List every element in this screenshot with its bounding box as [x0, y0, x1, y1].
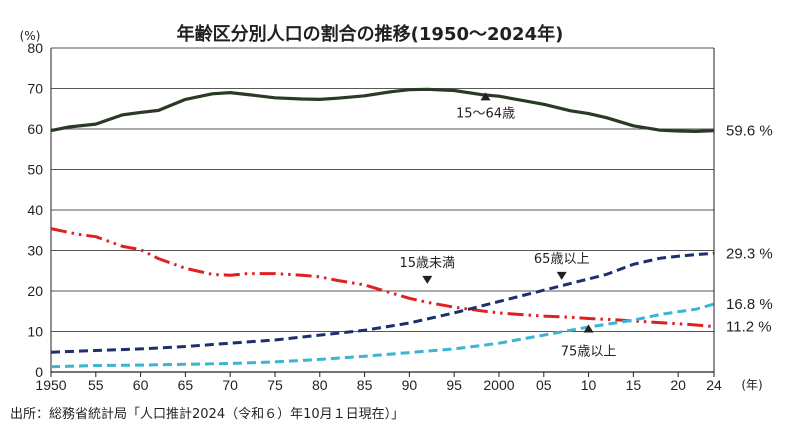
x-tick-label-95: 95 [446, 377, 462, 393]
y-tick-label-30: 30 [27, 243, 43, 259]
x-tick-label-1950: 1950 [35, 377, 66, 393]
x-axis-unit: (年) [741, 378, 762, 392]
series-75-plus-pointer [583, 324, 594, 333]
chart-title: 年齢区分別人口の割合の推移(1950〜2024年) [177, 23, 564, 45]
x-tick-label-20: 20 [670, 377, 686, 393]
series-under-15-end-label: 11.2 % [726, 319, 772, 336]
series-65-plus-end-label: 29.3 % [726, 245, 773, 262]
series-under-15-pointer [422, 275, 433, 284]
y-axis-unit: (%) [20, 29, 41, 43]
source-note: 出所：総務省統計局「人口推計2024（令和６）年10月１日現在）」 [10, 406, 404, 422]
series-lines [50, 87, 715, 369]
x-tick-label-55: 55 [88, 377, 104, 393]
x-tick-label-80: 80 [312, 377, 328, 393]
x-tick-label-05: 05 [536, 377, 552, 393]
series-65-plus-pointer [556, 271, 567, 280]
y-tick-label-40: 40 [27, 202, 43, 218]
x-tick-label-24: 24 [706, 377, 722, 393]
x-tick-label-90: 90 [402, 377, 418, 393]
x-tick-label-60: 60 [133, 377, 149, 393]
x-tick-label-15: 15 [626, 377, 642, 393]
y-tick-label-60: 60 [27, 121, 43, 137]
series-under-15-line [50, 227, 715, 329]
y-tick-label-50: 50 [27, 162, 43, 178]
series-labels: 59.6 % 11.2 % 29.3 % 16.8 % 15〜64歳 15歳未満 65歳以上… [400, 92, 773, 359]
series-15-64-pointer [480, 92, 491, 101]
x-tick-label-75: 75 [267, 377, 283, 393]
series-75-plus-line [50, 302, 715, 369]
x-tick-label-65: 65 [178, 377, 194, 393]
series-under-15-name-label: 15歳未満 [400, 256, 456, 271]
x-tick-label-70: 70 [222, 377, 238, 393]
series-15-64-end-label: 59.6 % [726, 123, 773, 140]
series-65-plus-name-label: 65歳以上 [534, 252, 590, 267]
y-tick-label-80: 80 [27, 40, 43, 56]
series-75-plus-end-label: 16.8 % [726, 296, 773, 313]
x-tick-label-85: 85 [357, 377, 373, 393]
y-tick-label-20: 20 [27, 283, 43, 299]
y-tick-label-10: 10 [27, 324, 43, 340]
gridlines [50, 47, 715, 373]
x-tick-label-10: 10 [581, 377, 597, 393]
axis-ticks: 0 10 20 30 40 50 60 70 80 1950 55 60 65 70 75 80 85 90 95 2… [27, 40, 722, 393]
series-75-plus-name-label: 75歳以上 [561, 344, 617, 359]
series-15-64-line [50, 87, 715, 133]
y-tick-label-0: 0 [35, 364, 43, 380]
y-tick-label-70: 70 [27, 81, 43, 97]
series-15-64-name-label: 15〜64歳 [456, 106, 515, 121]
x-tick-label-2000: 2000 [483, 377, 514, 393]
series-65-plus-line [50, 251, 715, 354]
